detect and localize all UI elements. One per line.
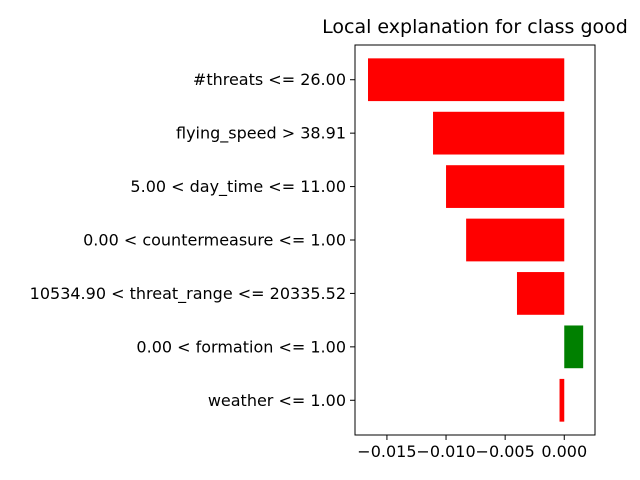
category-label: #threats <= 26.00 [193, 70, 346, 89]
bars-layer [368, 58, 584, 422]
x-tick-label: −0.010 [416, 442, 475, 461]
bar [564, 325, 584, 369]
bar [433, 111, 565, 155]
category-label: 10534.90 < threat_range <= 20335.52 [30, 284, 346, 304]
bar [466, 218, 565, 262]
category-label: 0.00 < countermeasure <= 1.00 [83, 231, 346, 250]
plot-frame [354, 44, 596, 436]
category-label: 0.00 < formation <= 1.00 [136, 337, 346, 356]
bar [368, 58, 565, 102]
category-label: weather <= 1.00 [208, 391, 346, 410]
category-labels: #threats <= 26.00 flying_speed > 38.91 5.0… [30, 70, 355, 410]
chart-title: Local explanation for class good [322, 16, 628, 38]
x-tick-label: −0.005 [476, 442, 535, 461]
x-axis-ticks: −0.015 −0.010 −0.005 0.000 [357, 435, 587, 461]
bar [446, 165, 565, 208]
x-tick-label: 0.000 [541, 442, 587, 461]
x-tick-label: −0.015 [357, 442, 416, 461]
category-label: flying_speed > 38.91 [176, 124, 346, 144]
category-label: 5.00 < day_time <= 11.00 [130, 177, 346, 197]
bar [559, 378, 565, 422]
bar [516, 272, 565, 315]
